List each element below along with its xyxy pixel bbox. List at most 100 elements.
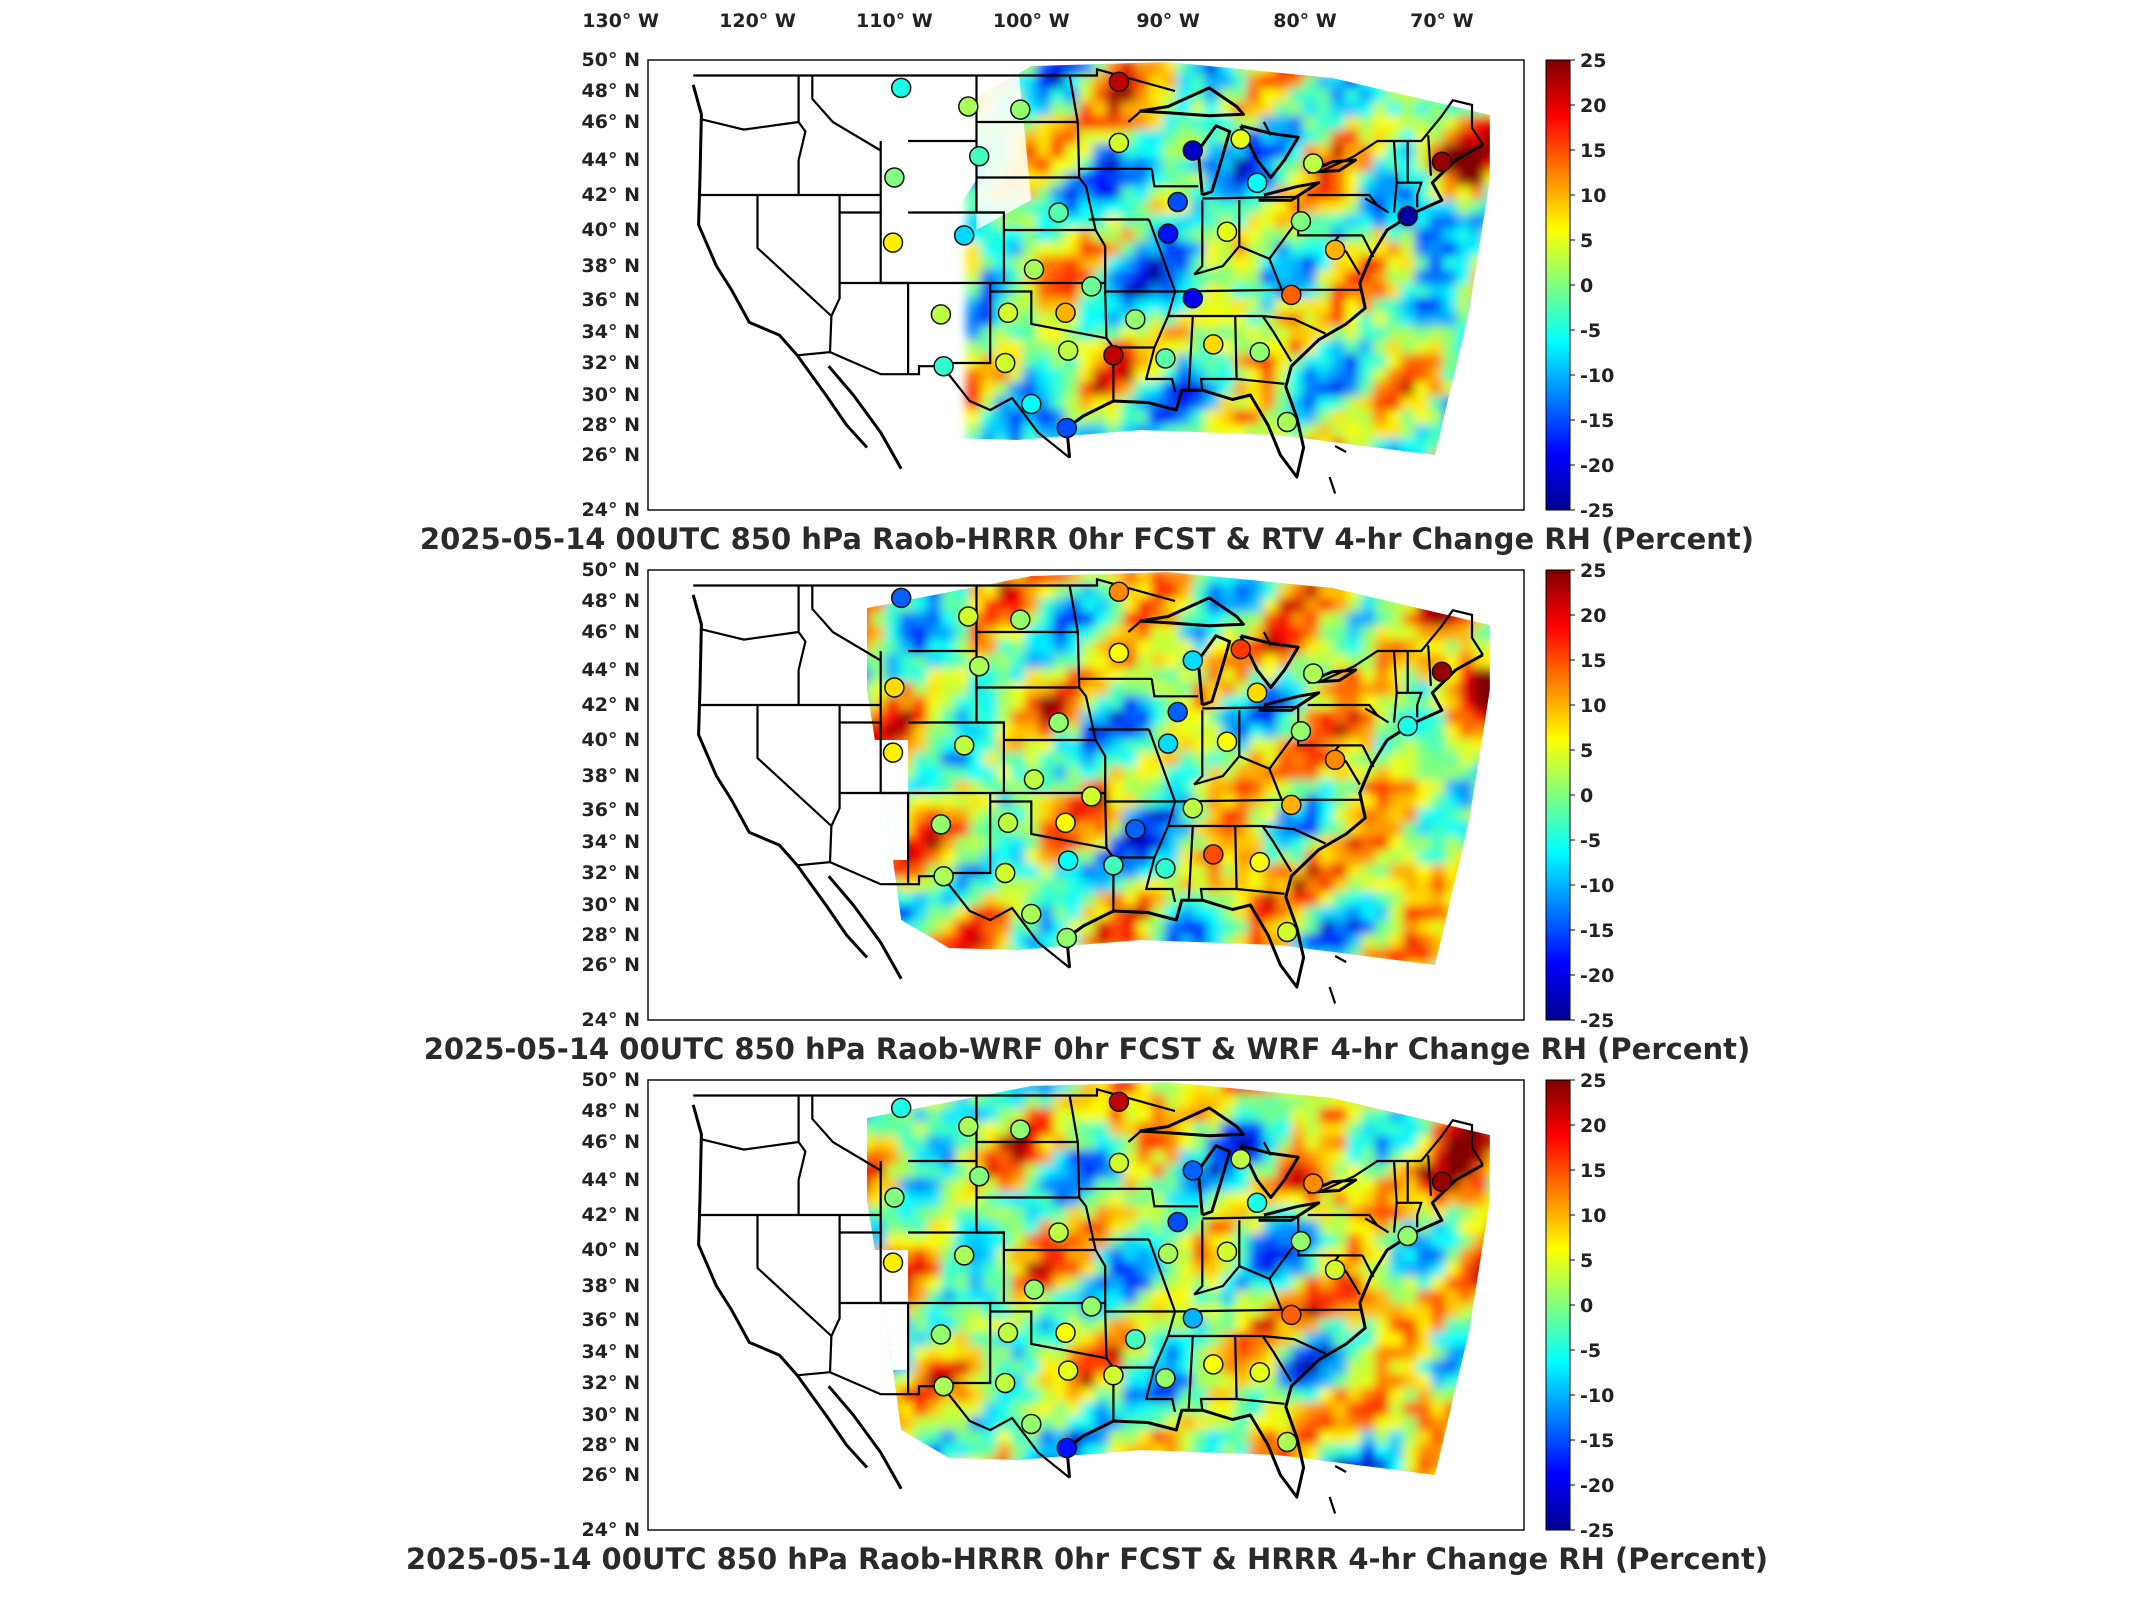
lat-tick-label: 40° N xyxy=(582,729,640,751)
colorbar-tick-label: 10 xyxy=(1580,1205,1606,1227)
colorbar-tick-label: -25 xyxy=(1580,1520,1614,1542)
raob-station-marker xyxy=(933,355,954,377)
raob-station-marker xyxy=(1155,858,1176,879)
colorbar-tick-label: 5 xyxy=(1580,740,1593,762)
colorbar-tick-label: -10 xyxy=(1580,365,1614,387)
colorbar-1: 25 20 15 10 5 0 -5 -10 -15 -20 -25 xyxy=(1545,50,1614,522)
lat-tick-label: 38° N xyxy=(582,765,640,787)
colorbar-tick-label: -15 xyxy=(1580,410,1614,432)
raob-station-marker xyxy=(1249,851,1271,873)
raob-station-marker xyxy=(930,1324,952,1345)
lat-tick-label: 50° N xyxy=(582,1069,640,1091)
colorbar-tick-label: -5 xyxy=(1580,1340,1601,1362)
lat-tick-label: 36° N xyxy=(582,799,640,821)
raob-station-marker xyxy=(1167,701,1188,723)
lat-tick-label: 28° N xyxy=(582,924,640,946)
raob-station-marker xyxy=(884,1187,905,1208)
raob-station-marker xyxy=(1216,731,1238,753)
raob-station-marker xyxy=(1021,903,1042,925)
raob-station-marker xyxy=(1324,1259,1346,1281)
raob-station-marker xyxy=(1182,798,1204,819)
raob-station-marker xyxy=(1431,661,1453,683)
raob-station-marker xyxy=(1203,1354,1224,1375)
raob-station-marker xyxy=(997,302,1019,324)
raob-station-marker xyxy=(1055,812,1076,834)
map-frame-3 xyxy=(647,1079,1525,1531)
lon-tick-label: 110° W xyxy=(856,10,933,32)
raob-station-marker xyxy=(1108,642,1130,664)
raob-station-marker xyxy=(1056,927,1078,949)
raob-station-marker xyxy=(1108,71,1130,92)
map-frame-1 xyxy=(647,59,1525,511)
raob-station-marker xyxy=(997,812,1019,834)
longitude-axis: 130° W 120° W 110° W 100° W 90° W 80° W 70° W xyxy=(582,10,1473,32)
rh-field-2 xyxy=(867,572,1490,965)
colorbar-tick-label: 10 xyxy=(1580,185,1606,207)
raob-station-marker xyxy=(1048,712,1069,733)
lat-tick-label: 46° N xyxy=(582,111,640,133)
raob-station-marker xyxy=(890,587,912,609)
raob-station-marker xyxy=(1081,1296,1102,1317)
lat-tick-label: 30° N xyxy=(582,894,640,916)
raob-station-marker xyxy=(1290,1231,1312,1252)
raob-station-marker xyxy=(1056,417,1078,439)
latitude-axis-1: 50° N 48° N 46° N 44° N 42° N 40° N 38° N 36° N… xyxy=(582,49,640,521)
raob-station-marker xyxy=(1216,1241,1238,1263)
colorbar-gradient xyxy=(1545,1079,1571,1531)
panel-title-2: 2025-05-14 00UTC 850 hPa Raob-WRF 0hr FC… xyxy=(424,1032,1751,1066)
lat-tick-label: 32° N xyxy=(582,1372,640,1394)
raob-station-marker xyxy=(1431,1171,1453,1193)
lat-tick-label: 36° N xyxy=(582,289,640,311)
lat-tick-label: 38° N xyxy=(582,1275,640,1297)
raob-station-marker xyxy=(1157,223,1179,244)
raob-station-marker xyxy=(958,96,979,117)
raob-station-marker xyxy=(1230,1148,1251,1170)
raob-station-marker xyxy=(890,1097,912,1119)
lat-tick-label: 34° N xyxy=(582,321,640,343)
colorbar-tick-label: 5 xyxy=(1580,230,1593,252)
raob-station-marker xyxy=(1182,1160,1204,1181)
lat-tick-label: 24° N xyxy=(582,1519,640,1541)
raob-stations-1 xyxy=(882,71,1453,439)
colorbar-tick-label: -10 xyxy=(1580,875,1614,897)
raob-station-marker xyxy=(1108,1152,1130,1174)
map-panel-2: 50° N 48° N 46° N 44° N 42° N 40° N 38° N 36° N… xyxy=(424,559,1751,1066)
raob-station-marker xyxy=(968,1165,990,1187)
colorbar-tick-label: 20 xyxy=(1580,1115,1606,1137)
lon-tick-label: 120° W xyxy=(719,10,796,32)
raob-station-marker xyxy=(1081,276,1102,297)
lat-tick-label: 44° N xyxy=(582,659,640,681)
raob-station-marker xyxy=(1431,151,1453,173)
raob-station-marker xyxy=(1203,334,1224,355)
map-panel-3: 50° N 48° N 46° N 44° N 42° N 40° N 38° N 36° N… xyxy=(406,1069,1768,1576)
raob-station-marker xyxy=(1010,609,1031,630)
us-basemap-1 xyxy=(691,67,1484,494)
raob-station-marker xyxy=(1057,1360,1079,1381)
raob-station-marker xyxy=(1103,345,1124,366)
raob-station-marker xyxy=(1057,850,1079,871)
lat-tick-label: 48° N xyxy=(582,590,640,612)
raob-station-marker xyxy=(1125,818,1146,840)
raob-station-marker xyxy=(994,1372,1016,1394)
raob-station-marker xyxy=(953,225,975,246)
raob-station-marker xyxy=(1324,239,1346,261)
raob-station-marker xyxy=(1230,128,1251,150)
raob-station-marker xyxy=(958,1116,979,1137)
lat-tick-label: 24° N xyxy=(582,499,640,521)
lon-tick-label: 70° W xyxy=(1410,10,1474,32)
colorbar-tick-label: -20 xyxy=(1580,1475,1614,1497)
raob-station-marker xyxy=(1023,259,1045,280)
raob-station-marker xyxy=(1108,581,1130,602)
raob-station-marker xyxy=(1081,786,1102,807)
raob-station-marker xyxy=(1216,221,1238,243)
colorbar-tick-label: 0 xyxy=(1580,785,1593,807)
raob-station-marker xyxy=(1246,172,1268,193)
colorbar-tick-label: -20 xyxy=(1580,965,1614,987)
raob-station-marker xyxy=(1182,650,1204,671)
raob-station-marker xyxy=(1048,1222,1069,1243)
colorbar-tick-label: -25 xyxy=(1580,500,1614,522)
colorbar-tick-label: 5 xyxy=(1580,1250,1593,1272)
raob-station-marker xyxy=(968,145,990,167)
raob-station-marker xyxy=(1246,1192,1268,1214)
raob-station-marker xyxy=(958,606,979,627)
